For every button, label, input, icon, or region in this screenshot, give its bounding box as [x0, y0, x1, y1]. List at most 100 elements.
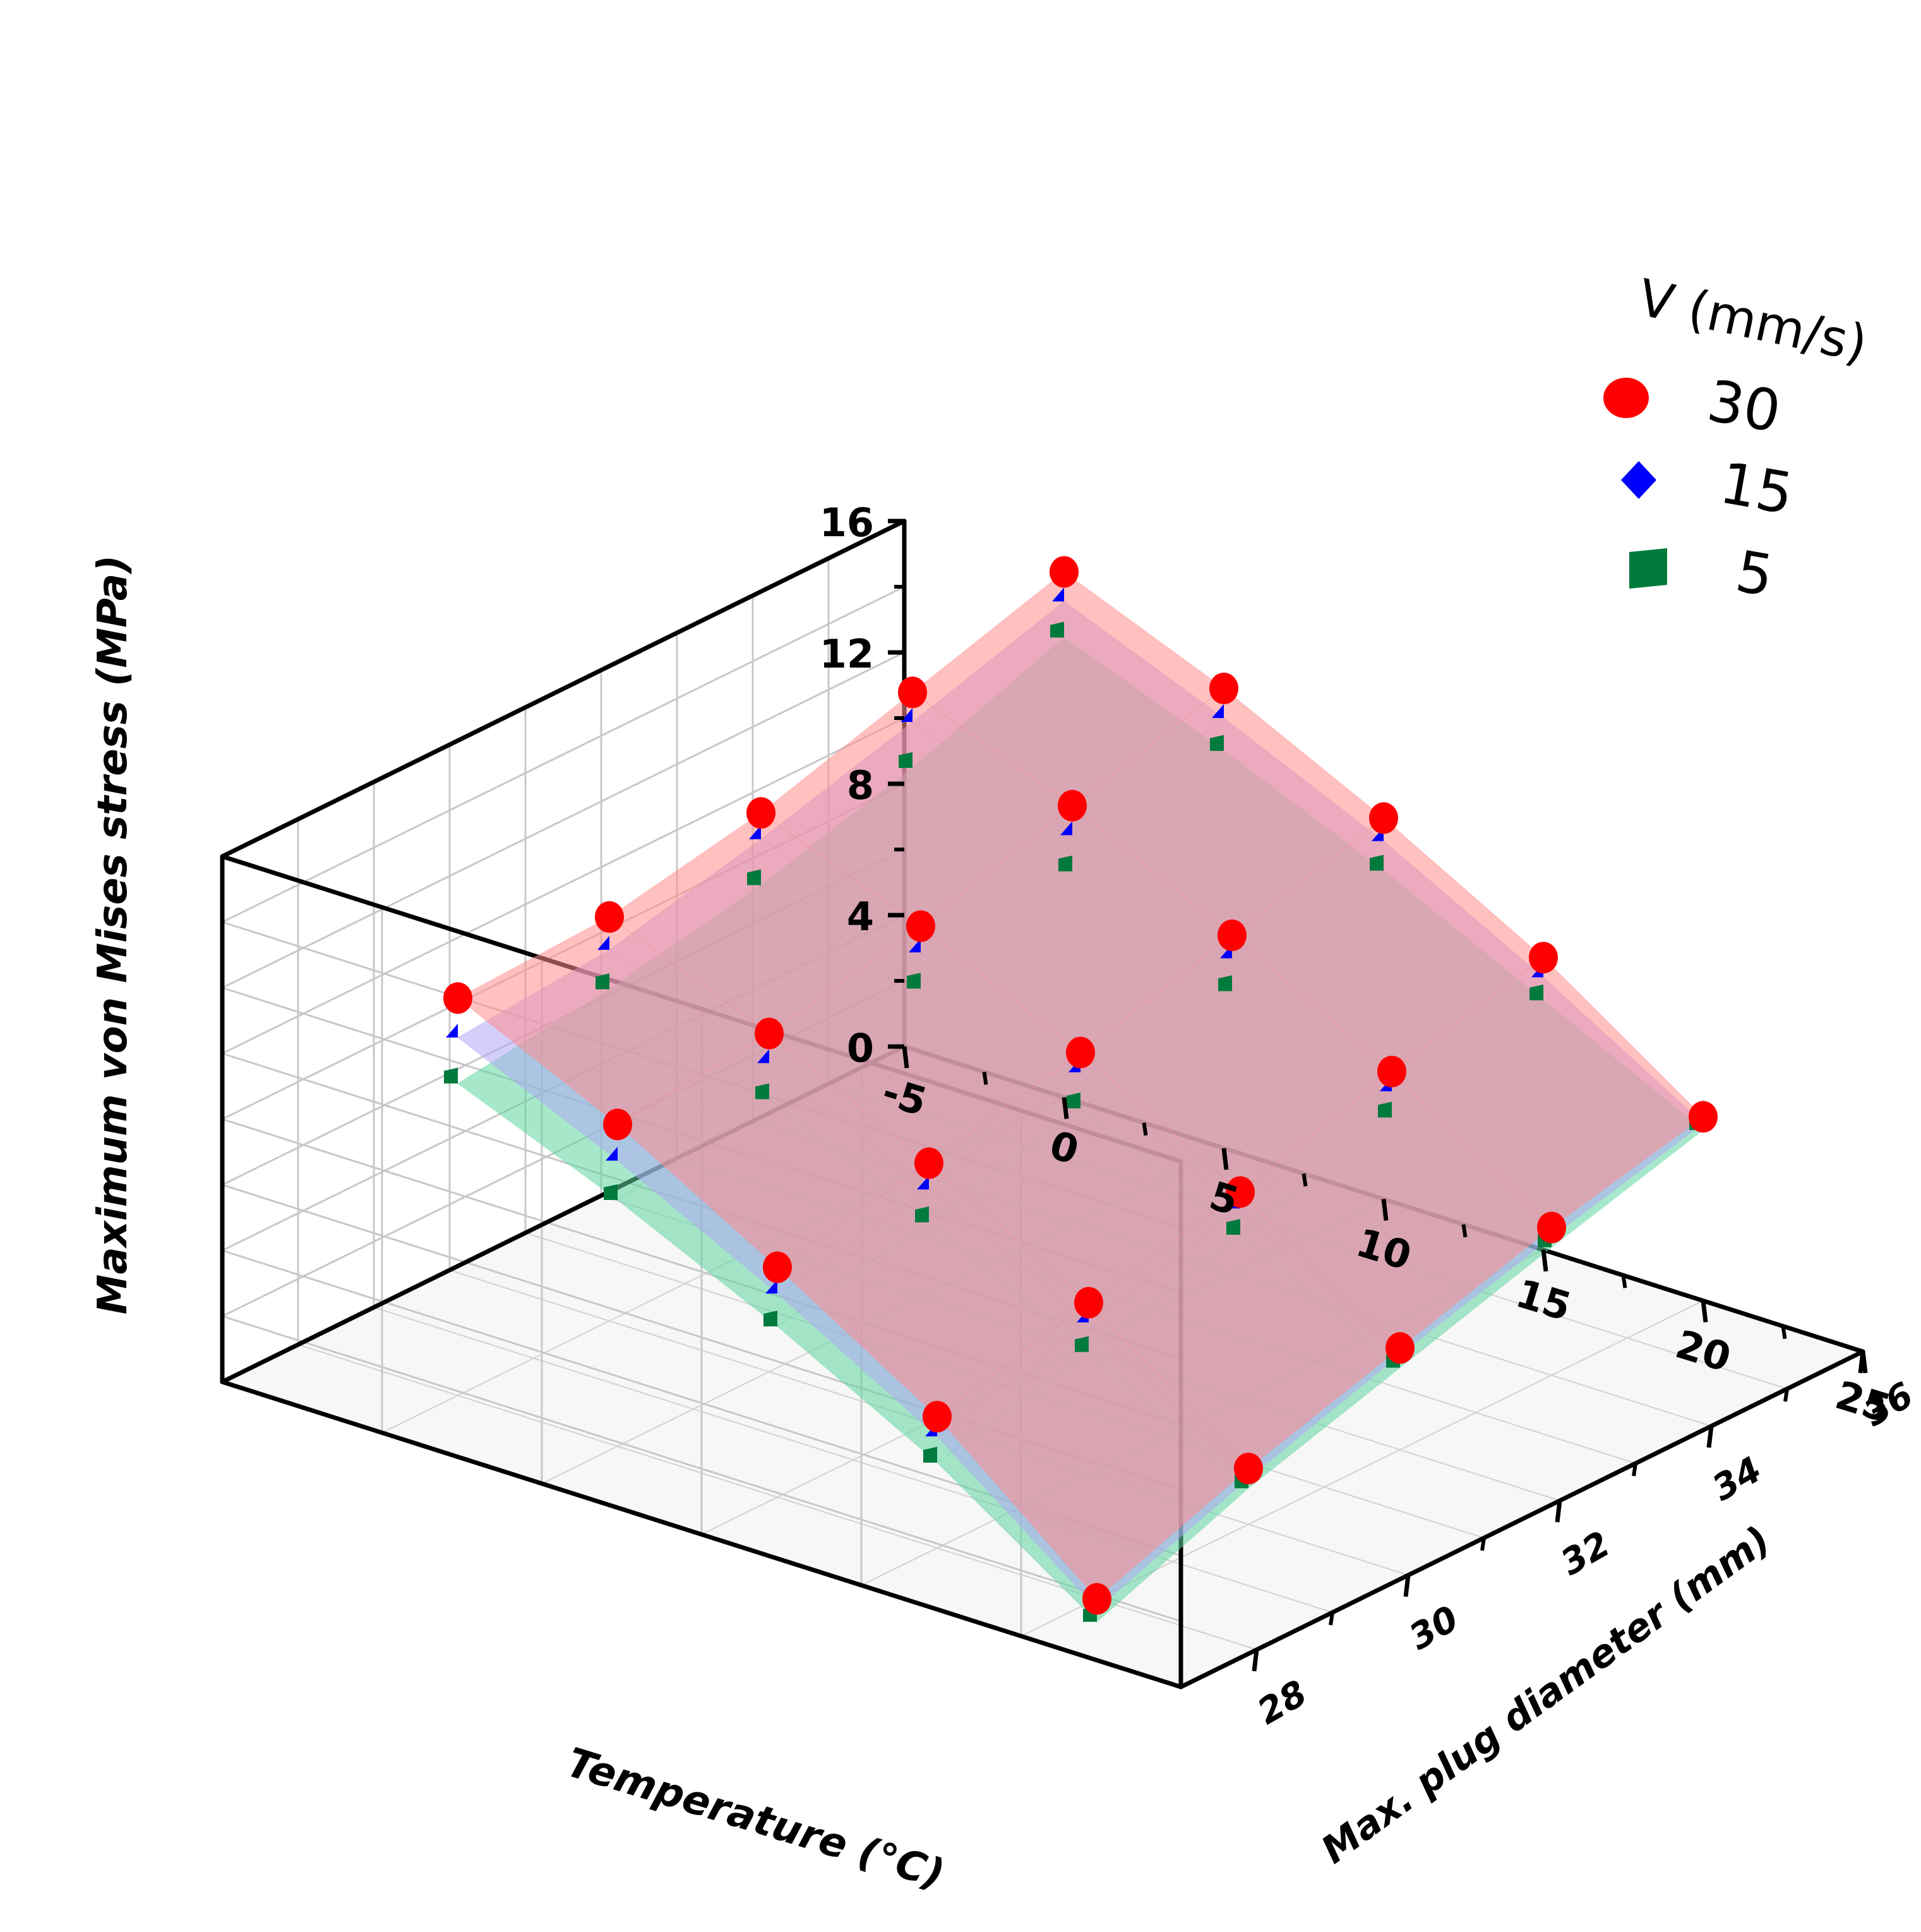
data-point-v30	[763, 1251, 792, 1283]
data-point-v5	[1067, 1092, 1081, 1108]
y-tick-mark	[1555, 1500, 1562, 1523]
data-point-v5	[1210, 735, 1224, 751]
data-point-v5	[595, 973, 610, 990]
data-point-v5	[444, 1067, 458, 1084]
data-point-v15	[1052, 587, 1065, 602]
legend-label-5: 5	[1731, 538, 1778, 609]
data-point-v5	[1058, 855, 1073, 872]
y-minor-tick	[1480, 1537, 1486, 1551]
right-wall-grid-line	[222, 1315, 1182, 1623]
floor-grid-line	[373, 1307, 1333, 1613]
x-tick-mark	[1541, 1249, 1548, 1272]
left-wall-grid-line	[222, 585, 905, 923]
data-point-v30	[1537, 1211, 1566, 1244]
z-tick-label: 0	[847, 1025, 874, 1071]
data-point-v30	[914, 1147, 943, 1179]
legend-marker-15	[1621, 461, 1656, 499]
data-point-v30	[1226, 1176, 1255, 1208]
data-point-v5	[1226, 1219, 1241, 1235]
data-point-v30	[1689, 1101, 1718, 1133]
data-point-v30	[1234, 1453, 1263, 1485]
data-point-v5	[747, 869, 762, 885]
data-point-v30	[1209, 673, 1238, 704]
legend-label-15: 15	[1715, 450, 1798, 527]
data-point-v5	[899, 752, 913, 768]
data-point-v30	[906, 910, 935, 942]
x-tick-mark	[1701, 1300, 1708, 1323]
x-tick-mark	[1062, 1097, 1069, 1119]
data-point-v30	[1066, 1036, 1095, 1069]
data-point-v30	[443, 982, 472, 1014]
data-point-v15	[1212, 704, 1224, 718]
data-point-v15	[446, 1023, 458, 1038]
y-tick-mark	[1858, 1351, 1865, 1374]
data-point-v5	[755, 1083, 770, 1100]
y-minor-tick	[1329, 1612, 1334, 1626]
y-tick-label: 30	[1403, 1598, 1466, 1658]
floor-back-edge	[220, 1379, 1183, 1689]
data-point-v15	[749, 825, 762, 839]
data-point-v5	[915, 1206, 930, 1223]
x-minor-tick	[1621, 1275, 1627, 1288]
legend-marker-5	[1629, 548, 1667, 589]
data-point-v30	[1369, 802, 1398, 834]
x-tick-mark	[1381, 1199, 1389, 1221]
x-minor-tick	[1142, 1122, 1148, 1136]
z-tick-label: 8	[847, 762, 874, 808]
data-point-v30	[1218, 919, 1247, 951]
data-point-v5	[763, 1311, 778, 1327]
y-tick-label: 28	[1251, 1672, 1314, 1732]
data-point-v30	[1082, 1583, 1111, 1615]
legend-label-30: 30	[1703, 368, 1785, 445]
data-point-v15	[757, 1049, 770, 1064]
surface-layer	[457, 571, 1704, 1623]
data-point-v30	[603, 1108, 632, 1141]
data-point-v30	[1058, 789, 1087, 822]
legend-marker-30	[1603, 378, 1649, 418]
legend-title: V (mm/s)	[1634, 268, 1872, 373]
data-point-v30	[923, 1401, 952, 1432]
data-point-v30	[1377, 1055, 1406, 1088]
x-minor-tick	[1302, 1173, 1308, 1187]
points-layer	[443, 556, 1718, 1622]
data-point-v5	[923, 1446, 938, 1463]
data-point-v30	[1050, 556, 1079, 588]
data-point-v15	[606, 1146, 618, 1161]
data-point-v15	[1060, 821, 1073, 836]
x-minor-tick	[1781, 1326, 1787, 1340]
left-wall-grid-line	[222, 717, 905, 1055]
y-minor-tick	[1632, 1463, 1637, 1477]
y-tick-label: 34	[1706, 1449, 1769, 1509]
data-point-v30	[1385, 1332, 1415, 1364]
y-tick-label: 32	[1554, 1523, 1617, 1583]
y-axis-line	[1178, 1349, 1865, 1689]
data-point-v5	[604, 1184, 618, 1201]
x-minor-tick	[1461, 1224, 1468, 1238]
data-point-v30	[1074, 1287, 1103, 1319]
data-point-v15	[909, 939, 921, 953]
z-tick-label: 12	[820, 631, 874, 677]
x-tick-mark	[902, 1046, 909, 1069]
y-minor-tick	[1783, 1388, 1789, 1402]
data-point-v5	[1529, 984, 1544, 1000]
data-point-v15	[917, 1175, 930, 1190]
data-point-v5	[1075, 1336, 1089, 1352]
x-tick-mark	[1221, 1148, 1229, 1170]
y-tick-mark	[1252, 1649, 1259, 1672]
data-point-v30	[898, 676, 927, 709]
z-axis-title: Maximum von Mises stress (MPa)	[90, 555, 136, 1315]
data-point-v30	[1529, 942, 1558, 974]
y-tick-mark	[1403, 1575, 1411, 1597]
x-minor-tick	[982, 1071, 988, 1085]
data-point-v5	[1050, 621, 1065, 638]
data-point-v15	[597, 935, 610, 950]
data-point-v30	[755, 1017, 784, 1050]
z-tick-label: 16	[820, 500, 874, 546]
left-top-edge	[220, 519, 907, 859]
data-point-v5	[907, 973, 921, 989]
x-axis-title: Temperature (°C)	[561, 1739, 950, 1899]
z-tick-label: 4	[847, 894, 874, 940]
